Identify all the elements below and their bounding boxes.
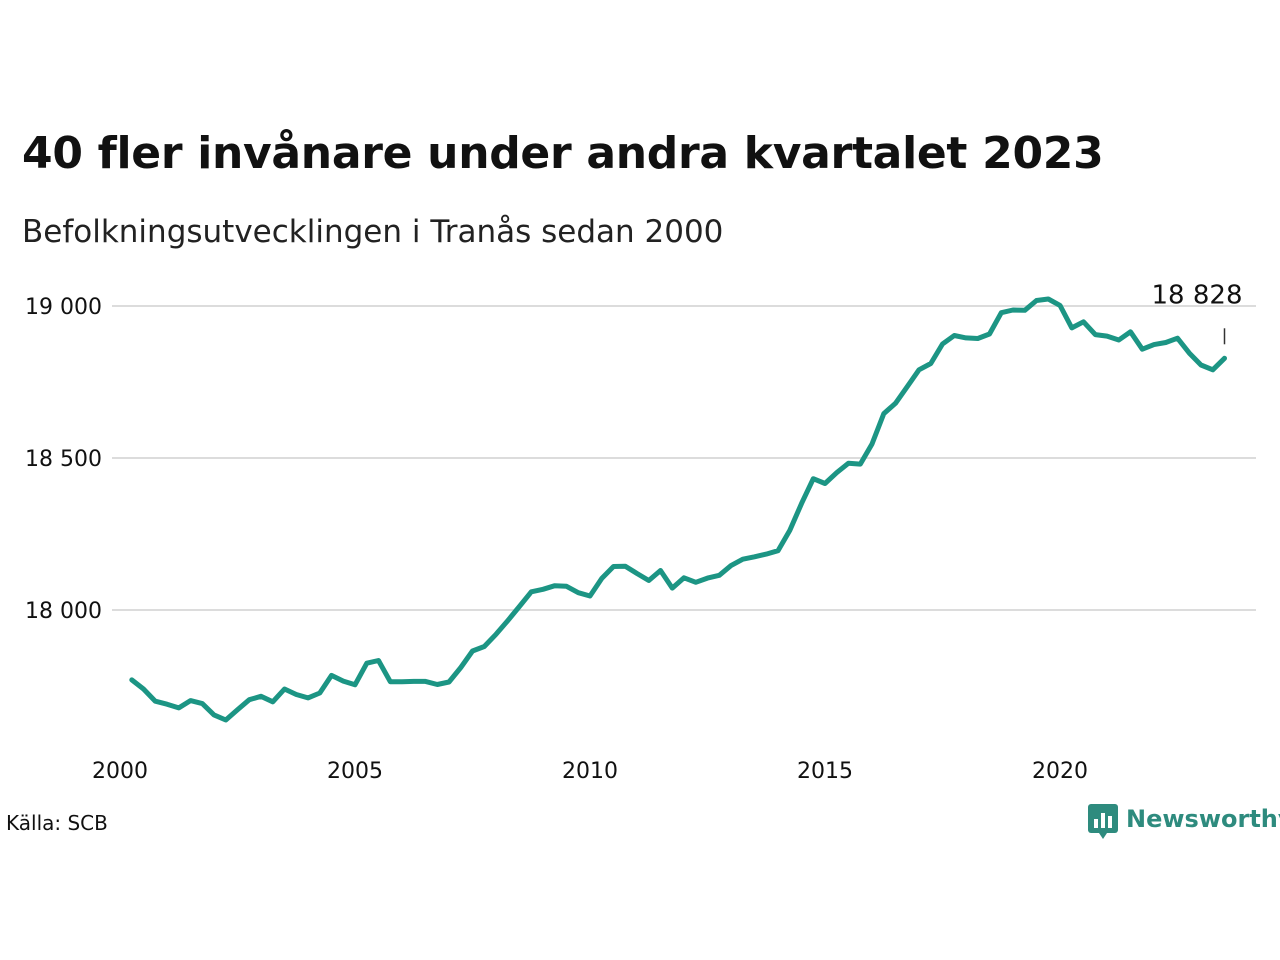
y-axis-tick-labels: 18 000 18 500 19 000 [25,295,102,624]
end-value-label: 18 828 [1152,280,1243,310]
x-tick-label: 2020 [1032,759,1088,784]
y-tick-label: 18 000 [25,599,102,624]
chart-subtitle: Befolkningsutvecklingen i Tranås sedan 2… [22,214,724,250]
x-tick-label: 2015 [797,759,853,784]
chart-title: 40 fler invånare under andra kvartalet 2… [22,128,1104,179]
newsworthy-logo: Newsworthy [1088,804,1280,844]
x-tick-label: 2010 [562,759,618,784]
series [129,296,1227,723]
y-tick-label: 19 000 [25,295,102,320]
x-tick-label: 2000 [92,759,148,784]
newsworthy-logo-icon [1088,804,1118,839]
end-value-annotation: 18 828 [1152,280,1243,345]
source-note: Källa: SCB [6,811,108,835]
population-series-line [129,296,1227,723]
x-axis-tick-labels: 2000 2005 2010 2015 2020 [92,759,1088,784]
x-tick-label: 2005 [327,759,383,784]
newsworthy-logo-text: Newsworthy [1126,805,1280,833]
grid-lines [112,305,1256,611]
y-tick-label: 18 500 [25,447,102,472]
